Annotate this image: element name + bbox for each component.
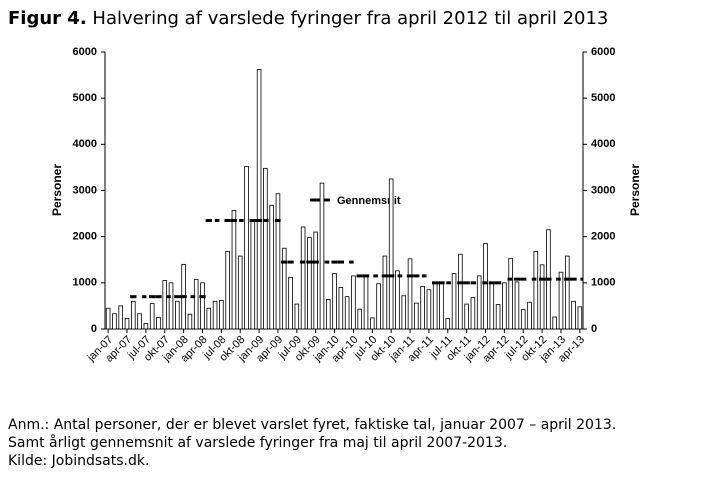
- y2-axis-label: Personer: [628, 164, 642, 216]
- bar: [313, 231, 318, 330]
- y-tick-label: 0: [91, 323, 97, 335]
- bar: [451, 273, 457, 330]
- bar: [193, 279, 199, 330]
- bar: [495, 304, 501, 330]
- bar: [219, 299, 224, 330]
- title-label: Figur 4.: [8, 8, 87, 29]
- bar: [426, 289, 432, 330]
- y-tick-label: 6000: [73, 46, 97, 58]
- bar: [281, 247, 287, 330]
- bar: [344, 296, 350, 330]
- bar: [256, 69, 262, 330]
- bar: [338, 287, 344, 330]
- y2-tick-label: 4000: [591, 138, 615, 150]
- bar: [514, 281, 520, 330]
- bar: [571, 300, 576, 330]
- bar: [325, 299, 331, 330]
- bar: [275, 193, 281, 330]
- bar: [319, 182, 325, 330]
- bar: [105, 307, 111, 330]
- bar: [489, 282, 495, 330]
- bar: [439, 281, 444, 330]
- bar: [168, 282, 174, 330]
- bar: [124, 317, 130, 330]
- bar: [200, 282, 205, 330]
- y2-tick-label: 2000: [591, 231, 615, 243]
- y-tick-label: 2000: [73, 231, 97, 243]
- y-tick-label: 4000: [73, 138, 97, 150]
- bar: [464, 303, 469, 330]
- bar: [527, 301, 532, 330]
- bar: [131, 300, 136, 330]
- bar: [162, 280, 168, 330]
- bar: [137, 313, 142, 330]
- note: Anm.: Antal personer, der er blevet vars…: [8, 417, 616, 433]
- bar: [112, 313, 117, 330]
- bar: [533, 251, 539, 330]
- chart-title: Figur 4. Halvering af varslede fyringer …: [8, 8, 608, 29]
- bar: [432, 282, 438, 330]
- bar: [502, 282, 507, 330]
- y-tick-label: 3000: [73, 184, 97, 196]
- bar: [476, 275, 482, 330]
- bar: [288, 276, 293, 330]
- bar: [370, 317, 375, 330]
- bar: [445, 317, 451, 330]
- bar: [564, 255, 570, 330]
- bar: [118, 305, 124, 330]
- bar: [237, 255, 243, 330]
- bar: [382, 255, 388, 330]
- bar: [307, 237, 312, 330]
- bar: [520, 309, 526, 330]
- legend-label: Gennemsnit: [337, 195, 401, 207]
- bar: [363, 275, 369, 330]
- y-tick-label: 5000: [73, 92, 97, 104]
- bar: [143, 323, 149, 330]
- bar: [351, 275, 356, 330]
- y2-tick-label: 3000: [591, 184, 615, 196]
- bar: [414, 302, 419, 330]
- note: Kilde: Jobindsats.dk.: [8, 453, 149, 469]
- bar: [225, 251, 230, 330]
- title-text: Halvering af varslede fyringer fra april…: [92, 8, 608, 29]
- note: Samt årligt gennemsnit af varslede fyrin…: [8, 434, 507, 451]
- bar: [156, 317, 161, 330]
- bar: [508, 257, 513, 330]
- y-tick-label: 1000: [73, 277, 97, 289]
- bar: [149, 303, 155, 330]
- bar: [244, 166, 249, 330]
- bar: [539, 264, 545, 330]
- bar: [300, 226, 306, 330]
- bar: [294, 303, 300, 330]
- y2-tick-label: 0: [591, 323, 597, 335]
- bar: [395, 270, 400, 330]
- bar: [212, 300, 218, 330]
- bar: [420, 286, 425, 330]
- bar: [458, 253, 463, 330]
- bar: [552, 316, 557, 330]
- y2-tick-label: 1000: [591, 277, 615, 289]
- bar: [470, 297, 476, 330]
- bar: [401, 295, 407, 330]
- y-axis-label: Personer: [50, 164, 64, 216]
- bar: [357, 308, 363, 330]
- bar: [407, 258, 413, 330]
- bar: [388, 178, 394, 330]
- bar: [175, 300, 180, 330]
- y2-tick-label: 5000: [591, 92, 615, 104]
- bar: [558, 271, 564, 330]
- bar: [231, 209, 237, 330]
- bar: [263, 167, 268, 330]
- bar: [187, 313, 193, 330]
- y2-tick-label: 6000: [591, 46, 615, 58]
- bar: [269, 204, 274, 330]
- bar: [206, 307, 212, 330]
- bar: [250, 221, 256, 330]
- bar: [332, 273, 337, 330]
- bar: [577, 306, 583, 330]
- bar: [483, 243, 488, 330]
- bar: [376, 283, 381, 330]
